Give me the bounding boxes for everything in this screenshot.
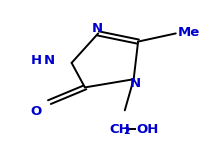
Text: O: O <box>30 105 41 118</box>
Text: H: H <box>31 54 42 67</box>
Text: CH: CH <box>109 123 130 136</box>
Text: OH: OH <box>136 123 159 136</box>
Text: Me: Me <box>178 26 200 39</box>
Text: N: N <box>91 22 103 35</box>
Text: N: N <box>44 54 55 67</box>
Text: N: N <box>130 77 141 90</box>
Text: 2: 2 <box>123 127 130 136</box>
